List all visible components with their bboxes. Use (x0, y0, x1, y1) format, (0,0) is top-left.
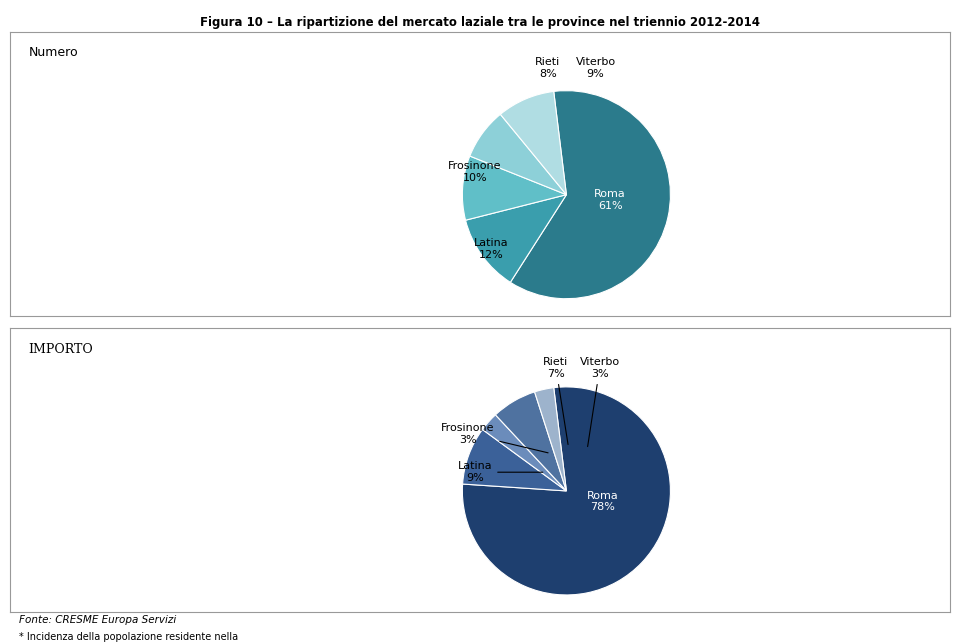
Text: Latina
12%: Latina 12% (474, 238, 509, 260)
Wedge shape (469, 114, 566, 194)
Wedge shape (463, 156, 566, 220)
Wedge shape (466, 194, 566, 282)
Text: Frosinone
10%: Frosinone 10% (448, 161, 502, 183)
Text: Numero: Numero (29, 46, 78, 59)
Wedge shape (483, 415, 566, 491)
Text: Frosinone
3%: Frosinone 3% (441, 423, 548, 453)
Wedge shape (463, 430, 566, 491)
Text: Viterbo
9%: Viterbo 9% (575, 57, 615, 79)
Wedge shape (535, 388, 566, 491)
Text: Viterbo
3%: Viterbo 3% (580, 357, 620, 446)
Wedge shape (500, 91, 566, 194)
Wedge shape (511, 91, 670, 299)
Text: Fonte: CRESME Europa Servizi: Fonte: CRESME Europa Servizi (19, 615, 177, 625)
Text: Roma
78%: Roma 78% (587, 491, 618, 512)
Text: Rieti
8%: Rieti 8% (535, 57, 561, 79)
Text: Figura 10 – La ripartizione del mercato laziale tra le province nel triennio 201: Figura 10 – La ripartizione del mercato … (200, 16, 760, 29)
Wedge shape (463, 387, 670, 595)
Text: * Incidenza della popolazione residente nella: * Incidenza della popolazione residente … (19, 632, 238, 643)
Text: IMPORTO: IMPORTO (29, 343, 93, 355)
Text: Roma
61%: Roma 61% (594, 189, 626, 211)
Text: Latina
9%: Latina 9% (458, 461, 542, 483)
Text: Rieti
7%: Rieti 7% (543, 357, 568, 444)
Wedge shape (495, 392, 566, 491)
